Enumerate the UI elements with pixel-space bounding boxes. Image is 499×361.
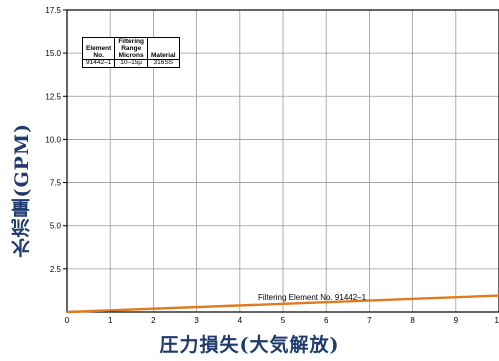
- x-tick-label: 4: [238, 316, 243, 325]
- header-line: Element: [86, 44, 112, 52]
- x-tick-label: 8: [410, 316, 415, 325]
- table-cell-microns: 10–15µ: [114, 59, 148, 69]
- header-line: Microns: [118, 51, 144, 59]
- x-tick-label: 1: [108, 316, 113, 325]
- element-spec-table: Element No. Filtering Range Microns Mate…: [81, 36, 180, 69]
- y-tick-label: 17.5: [45, 6, 61, 15]
- y-axis-label-wrap: 水流量(GPM): [6, 70, 36, 310]
- x-axis-label: 圧力損失(大気解放): [159, 334, 340, 356]
- y-axis-label: 水流量(GPM): [10, 122, 33, 258]
- table-header-element: Element No.: [81, 36, 116, 61]
- header-line: Filtering: [118, 38, 144, 45]
- y-tick-labels: 2.5 5.0 7.5 10.0 12.5 15.0 17.5: [45, 6, 67, 274]
- series-line: [66, 294, 499, 314]
- x-tick-label: 5: [281, 316, 286, 325]
- plot-frame: [66, 9, 499, 313]
- table-header-material: Material: [146, 36, 180, 61]
- y-tick-label: 5.0: [50, 222, 62, 231]
- x-tick-label: 2: [151, 316, 156, 325]
- x-tick-label: 0: [65, 316, 70, 325]
- grid: [67, 10, 499, 312]
- y-tick-label: 15.0: [45, 49, 61, 58]
- header-line: Material: [150, 51, 176, 59]
- series: Filtering Element No. 91442–1: [66, 293, 499, 314]
- x-tick-label: 10: [495, 316, 499, 325]
- header-line: Range: [121, 44, 142, 52]
- series-label: Filtering Element No. 91442–1: [258, 293, 367, 302]
- table-header-filtering-range: Filtering Range Microns: [114, 36, 148, 61]
- x-tick-label: 6: [324, 316, 329, 325]
- x-tick-label: 7: [367, 316, 372, 325]
- y-tick-label: 2.5: [50, 265, 62, 274]
- table-cell-element-no: 91442–1: [81, 59, 116, 69]
- y-tick-label: 7.5: [50, 179, 62, 188]
- table-row: 91442–1 10–15µ 316SS: [81, 59, 180, 69]
- x-tick-label: 3: [194, 316, 199, 325]
- y-tick-label: 10.0: [45, 135, 61, 144]
- y-tick-label: 12.5: [45, 92, 61, 101]
- table-header-row: Element No. Filtering Range Microns Mate…: [81, 36, 180, 61]
- header-line: No.: [93, 51, 104, 59]
- table-cell-material: 316SS: [146, 59, 180, 69]
- x-tick-labels: 0 1 2 3 4 5 6 7 8 9 10: [65, 316, 499, 325]
- x-tick-label: 9: [454, 316, 459, 325]
